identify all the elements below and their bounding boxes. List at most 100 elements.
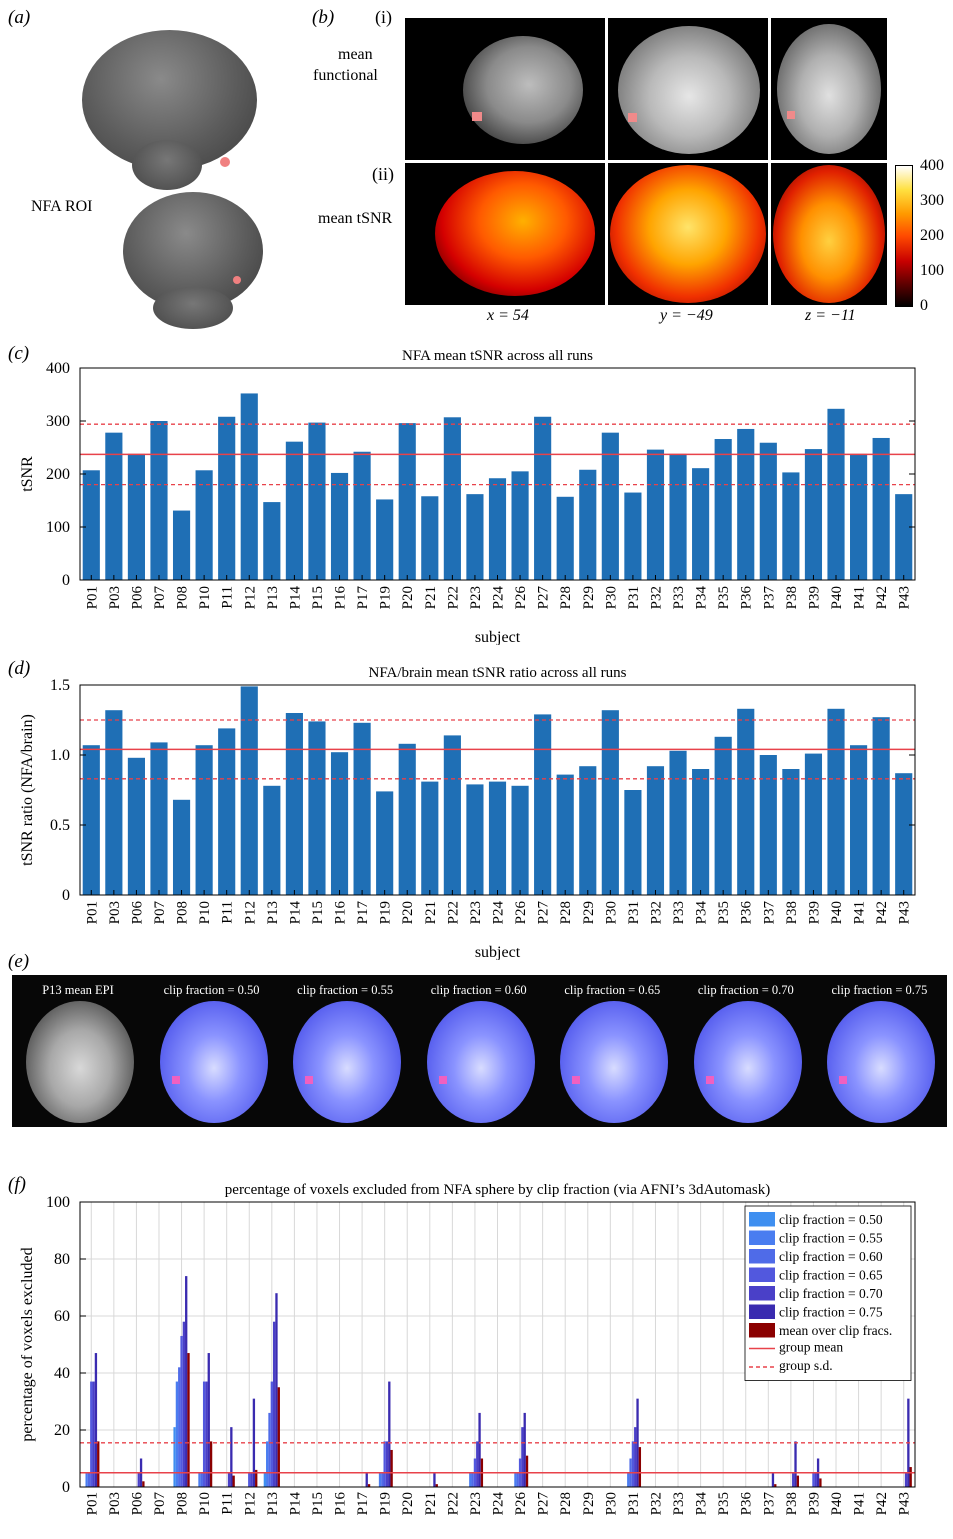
- bar-P17-s5: [365, 1472, 368, 1487]
- y-tick-label: 0: [62, 1479, 70, 1496]
- x-tick-label: P21: [423, 901, 439, 924]
- bar-P01-s3: [90, 1381, 93, 1487]
- bar-P17: [353, 722, 371, 895]
- x-tick-label: P38: [784, 1492, 800, 1515]
- x-tick-label: P43: [897, 1492, 913, 1515]
- bar-P11: [218, 416, 236, 580]
- brain-posterior-render: [118, 192, 268, 332]
- roi-marker: [171, 1076, 180, 1084]
- x-tick-label: P28: [558, 901, 574, 924]
- x-tick-label: P27: [536, 1492, 552, 1516]
- bar-P22: [443, 417, 461, 580]
- nfa-roi-label: NFA ROI: [31, 198, 93, 215]
- bar-P26-s1: [514, 1472, 517, 1487]
- bar-P08-s2: [178, 1367, 181, 1487]
- x-tick-label: P22: [445, 1492, 461, 1515]
- bar-P34: [692, 468, 710, 580]
- nfa-roi-marker-posterior: [233, 276, 241, 284]
- x-tick-label: P03: [107, 901, 123, 924]
- bar-P39-s3: [812, 1472, 815, 1487]
- x-tick-label: P38: [784, 901, 800, 924]
- bar-P10-s3: [202, 1381, 206, 1487]
- x-tick-label: P28: [558, 1492, 574, 1515]
- x-tick-label: P40: [829, 901, 845, 924]
- clip-mask-frame: clip fraction = 0.50: [146, 975, 278, 1127]
- x-tick-label: P24: [491, 1492, 507, 1516]
- bar-P11-s4: [227, 1472, 231, 1487]
- x-tick-label: P34: [694, 901, 710, 925]
- tsnr-axial: [771, 163, 887, 305]
- bar-P35: [714, 736, 732, 895]
- x-tick-label: P06: [129, 1492, 145, 1516]
- x-tick-label: P07: [152, 901, 168, 925]
- axial-slice: [26, 1001, 134, 1123]
- x-tick-label: P42: [874, 586, 890, 609]
- bar-P01: [82, 470, 100, 580]
- panel-e-label: (e): [8, 951, 30, 972]
- bar-P38-s5: [794, 1441, 797, 1487]
- bar-P19-s1: [378, 1472, 382, 1487]
- bar-P29: [579, 469, 597, 580]
- x-tick-label: P03: [107, 586, 123, 609]
- bar-P20: [398, 423, 416, 580]
- bar-P28: [556, 496, 574, 580]
- x-tick-label: P42: [874, 901, 890, 924]
- legend-swatch: [749, 1267, 775, 1282]
- x-tick-label: P37: [761, 901, 777, 925]
- x-tick-label: P15: [310, 586, 326, 609]
- bar-P36: [737, 708, 755, 895]
- x-tick-label: P29: [581, 1492, 597, 1515]
- bar-P13-s1: [266, 1441, 269, 1487]
- bar-P33: [669, 750, 687, 895]
- bar-P01-s1: [85, 1472, 88, 1487]
- frame-label: clip fraction = 0.75: [831, 983, 928, 997]
- bar-P27: [534, 714, 552, 895]
- y-tick-label: 80: [54, 1251, 70, 1268]
- bar-P17-s6: [367, 1484, 371, 1487]
- x-tick-label: P33: [671, 1492, 687, 1515]
- x-axis-label: subject: [475, 944, 521, 960]
- chart-c-nfa-tsnr: NFA mean tSNR across all runs 0 100 200 300 4…: [19, 348, 916, 645]
- x-tick-label: P22: [445, 901, 461, 924]
- bar-P31-s6: [638, 1447, 642, 1487]
- x-tick-label: P21: [423, 1492, 439, 1515]
- bar-P32: [646, 449, 665, 580]
- x-tick-label: P28: [558, 586, 574, 609]
- bar-P29: [579, 766, 597, 895]
- roi-marker: [787, 111, 795, 119]
- frame-label: clip fraction = 0.50: [163, 983, 260, 997]
- x-tick-label: P23: [468, 901, 484, 924]
- bar-P26-s4: [521, 1427, 524, 1487]
- x-tick-label: P30: [603, 901, 619, 924]
- bar-P39: [804, 449, 823, 580]
- x-tick-label: P17: [355, 901, 371, 925]
- x-tick-label: P26: [513, 586, 529, 610]
- colorbar-tick-300: 300: [920, 192, 944, 209]
- x-tick-label: P35: [716, 586, 732, 609]
- x-tick-label: P11: [220, 901, 236, 924]
- bar-P11: [218, 728, 236, 895]
- y-tick-label: 100: [46, 1194, 70, 1211]
- x-tick-label: P10: [197, 586, 213, 609]
- x-tick-label: P37: [761, 1492, 777, 1516]
- x-tick-label: P36: [739, 586, 755, 610]
- bar-P20: [398, 743, 416, 895]
- x-tick-label: P40: [829, 586, 845, 609]
- bar-P39-s4: [814, 1472, 817, 1487]
- axial-slice: [426, 1001, 535, 1123]
- bar-P26: [511, 471, 529, 580]
- bar-P08-s0: [173, 1427, 176, 1487]
- bar-P40: [827, 708, 845, 895]
- x-tick-label: P29: [581, 901, 597, 924]
- row-i-label-line1: mean: [338, 46, 373, 63]
- legend-entry: clip fraction = 0.60: [779, 1249, 883, 1264]
- bar-P23-s5: [478, 1412, 481, 1487]
- x-tick-label: P35: [716, 1492, 732, 1515]
- bar-P39: [804, 753, 823, 895]
- bar-P10: [195, 745, 213, 895]
- x-tick-label: P33: [671, 586, 687, 609]
- x-tick-label: P11: [220, 586, 236, 609]
- bar-P23-s1: [469, 1472, 472, 1487]
- x-tick-label: P34: [694, 586, 710, 610]
- bar-P01: [82, 745, 100, 895]
